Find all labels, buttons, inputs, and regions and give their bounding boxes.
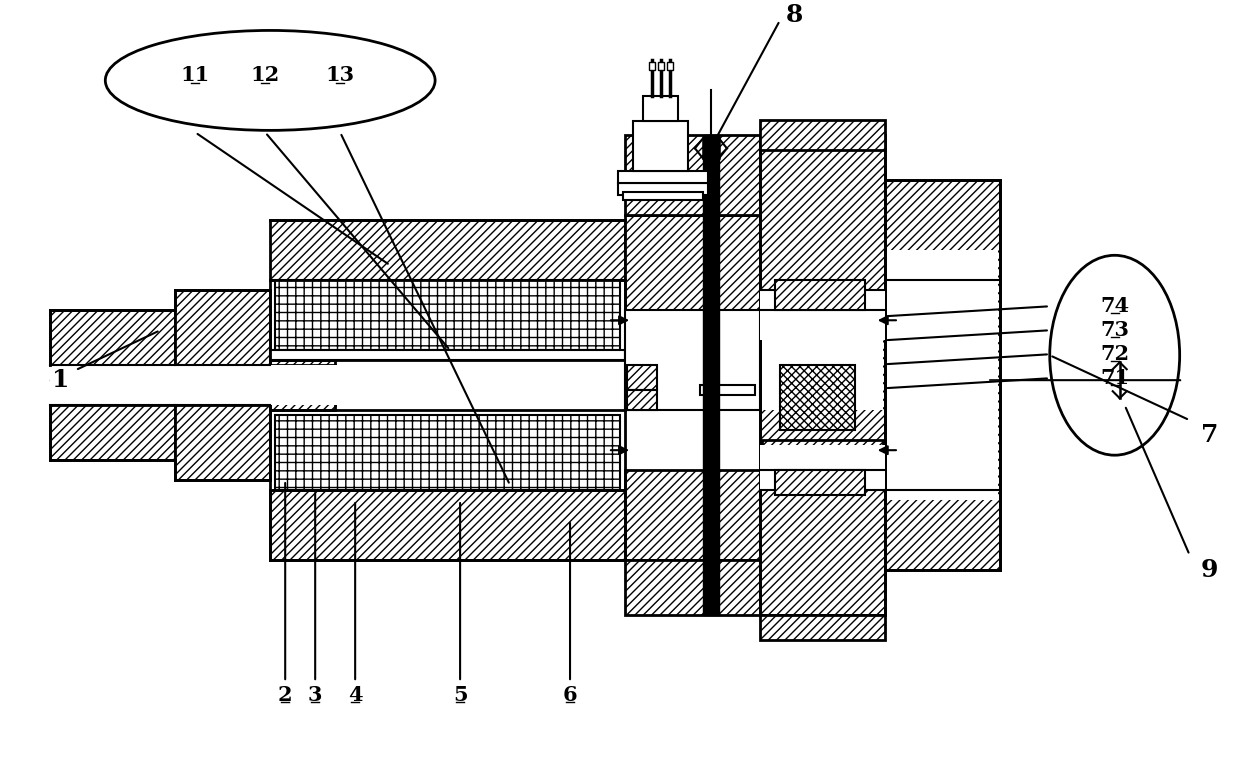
Bar — [885, 180, 999, 570]
Bar — [760, 120, 885, 150]
Bar — [644, 96, 678, 122]
Bar — [270, 360, 335, 405]
Bar — [625, 136, 760, 216]
Text: 74: 74 — [1100, 296, 1130, 316]
Text: 73: 73 — [1100, 320, 1130, 340]
Bar — [275, 280, 620, 350]
Bar — [887, 250, 998, 500]
Bar — [760, 615, 885, 640]
Bar — [632, 122, 688, 172]
Bar — [627, 365, 657, 390]
Text: 3: 3 — [308, 685, 322, 705]
Text: 2: 2 — [278, 685, 293, 705]
Bar — [775, 470, 864, 495]
Text: 9: 9 — [1200, 558, 1219, 582]
Bar — [760, 445, 885, 490]
Bar — [270, 220, 625, 280]
Bar — [275, 415, 620, 490]
Bar — [51, 405, 175, 460]
Bar — [699, 385, 755, 395]
Bar — [270, 365, 625, 405]
Bar — [780, 365, 854, 430]
Bar — [51, 310, 175, 365]
Bar — [270, 365, 335, 410]
Bar — [618, 172, 708, 183]
Bar — [775, 280, 864, 310]
Bar — [649, 62, 655, 70]
Bar — [760, 290, 885, 340]
Bar — [627, 390, 657, 410]
Text: 13: 13 — [326, 65, 355, 85]
Bar — [625, 310, 760, 410]
Text: 11: 11 — [181, 65, 210, 85]
Text: 12: 12 — [250, 65, 280, 85]
Text: 5: 5 — [453, 685, 467, 705]
Bar — [618, 183, 708, 196]
Bar — [175, 405, 270, 480]
Bar — [51, 365, 175, 405]
Bar — [270, 490, 625, 560]
Bar — [625, 470, 760, 560]
Bar — [761, 440, 883, 480]
Bar — [760, 140, 885, 615]
Text: 6: 6 — [563, 685, 578, 705]
Bar — [667, 62, 673, 70]
Bar — [761, 290, 883, 340]
Bar — [270, 350, 625, 360]
Bar — [175, 365, 270, 405]
Text: 8: 8 — [786, 3, 804, 28]
Bar — [175, 290, 270, 365]
Text: 1: 1 — [52, 368, 69, 392]
Bar — [625, 216, 760, 310]
Text: 72: 72 — [1100, 344, 1130, 364]
Text: 7: 7 — [1202, 424, 1219, 447]
Bar — [703, 136, 719, 615]
Bar — [622, 192, 703, 200]
Text: 71: 71 — [1100, 368, 1130, 388]
Bar — [761, 340, 883, 410]
Bar — [658, 62, 663, 70]
Bar — [625, 560, 760, 615]
Text: 4: 4 — [348, 685, 362, 705]
